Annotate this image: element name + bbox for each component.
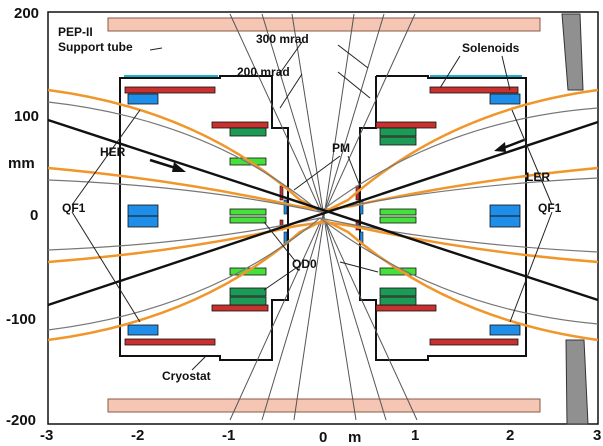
- y-axis-unit: mm: [8, 155, 35, 172]
- green-dark-block: [379, 136, 417, 146]
- y-tick-100: 100: [14, 108, 40, 125]
- cryostat-right-outline: [359, 75, 527, 361]
- label-pm: PM: [332, 141, 350, 155]
- green-dark-block: [229, 296, 267, 306]
- blue-magnet: [127, 93, 159, 105]
- solenoid-bar: [211, 304, 269, 312]
- shield-top-right: [561, 13, 584, 91]
- y-tick-0: 0: [30, 207, 39, 224]
- green-light-block: [379, 208, 417, 216]
- cryostat-left-outline: [119, 75, 289, 361]
- x-tick-neg2: -2: [131, 427, 145, 444]
- solenoid-bar: [124, 86, 216, 94]
- support-tube-top: [107, 17, 541, 32]
- x-tick-0: 0: [319, 429, 328, 446]
- green-dark-block: [229, 287, 267, 297]
- her-arrow: [149, 158, 186, 172]
- x-axis-unit: m: [348, 429, 362, 446]
- green-light-block: [229, 216, 267, 224]
- mrad-lines: [229, 13, 418, 421]
- ler-arrow: [494, 138, 525, 152]
- green-light-block: [379, 216, 417, 224]
- label-her: HER: [100, 145, 126, 159]
- shield-bottom-right: [565, 339, 589, 425]
- x-tick-neg1: -1: [222, 427, 236, 444]
- solenoid-bar: [211, 121, 269, 129]
- label-cryostat: Cryostat: [162, 369, 211, 383]
- solenoid-bar: [375, 304, 437, 312]
- solenoid-bar: [429, 338, 519, 346]
- label-ler: LER: [526, 170, 550, 184]
- label-solenoids: Solenoids: [462, 41, 520, 55]
- beam-envelope-gray: [47, 101, 599, 331]
- label-qf1-left: QF1: [62, 201, 86, 215]
- y-tick-200: 200: [14, 5, 40, 22]
- label-qf1-right: QF1: [538, 201, 562, 215]
- x-tick-2: 2: [506, 427, 515, 444]
- green-dark-block: [379, 127, 417, 137]
- solenoid-bar: [375, 121, 437, 129]
- x-tick-3: 3: [593, 427, 602, 444]
- green-dark-block: [379, 296, 417, 306]
- x-tick-1: 1: [411, 427, 420, 444]
- label-support-tube: Support tube: [58, 40, 133, 54]
- y-tick-neg100: -100: [6, 311, 37, 328]
- x-tick-neg3: -3: [40, 427, 54, 444]
- label-pep-ii: PEP-II: [58, 25, 93, 39]
- y-tick-neg200: -200: [6, 412, 37, 429]
- green-dark-block: [379, 287, 417, 297]
- label-300-mrad: 300 mrad: [256, 32, 309, 46]
- label-200-mrad: 200 mrad: [237, 65, 290, 79]
- annotation-pointers: [71, 41, 553, 371]
- green-dark-block: [229, 127, 267, 137]
- green-light-block: [229, 208, 267, 216]
- label-qd0: QD0: [292, 257, 317, 271]
- blue-magnet: [489, 93, 521, 105]
- solenoid-bar: [124, 338, 216, 346]
- solenoid-bar: [429, 86, 519, 94]
- support-tube-bottom: [107, 398, 541, 413]
- blue-magnet: [489, 324, 521, 336]
- blue-magnet: [127, 324, 159, 336]
- beam-black: [47, 118, 599, 307]
